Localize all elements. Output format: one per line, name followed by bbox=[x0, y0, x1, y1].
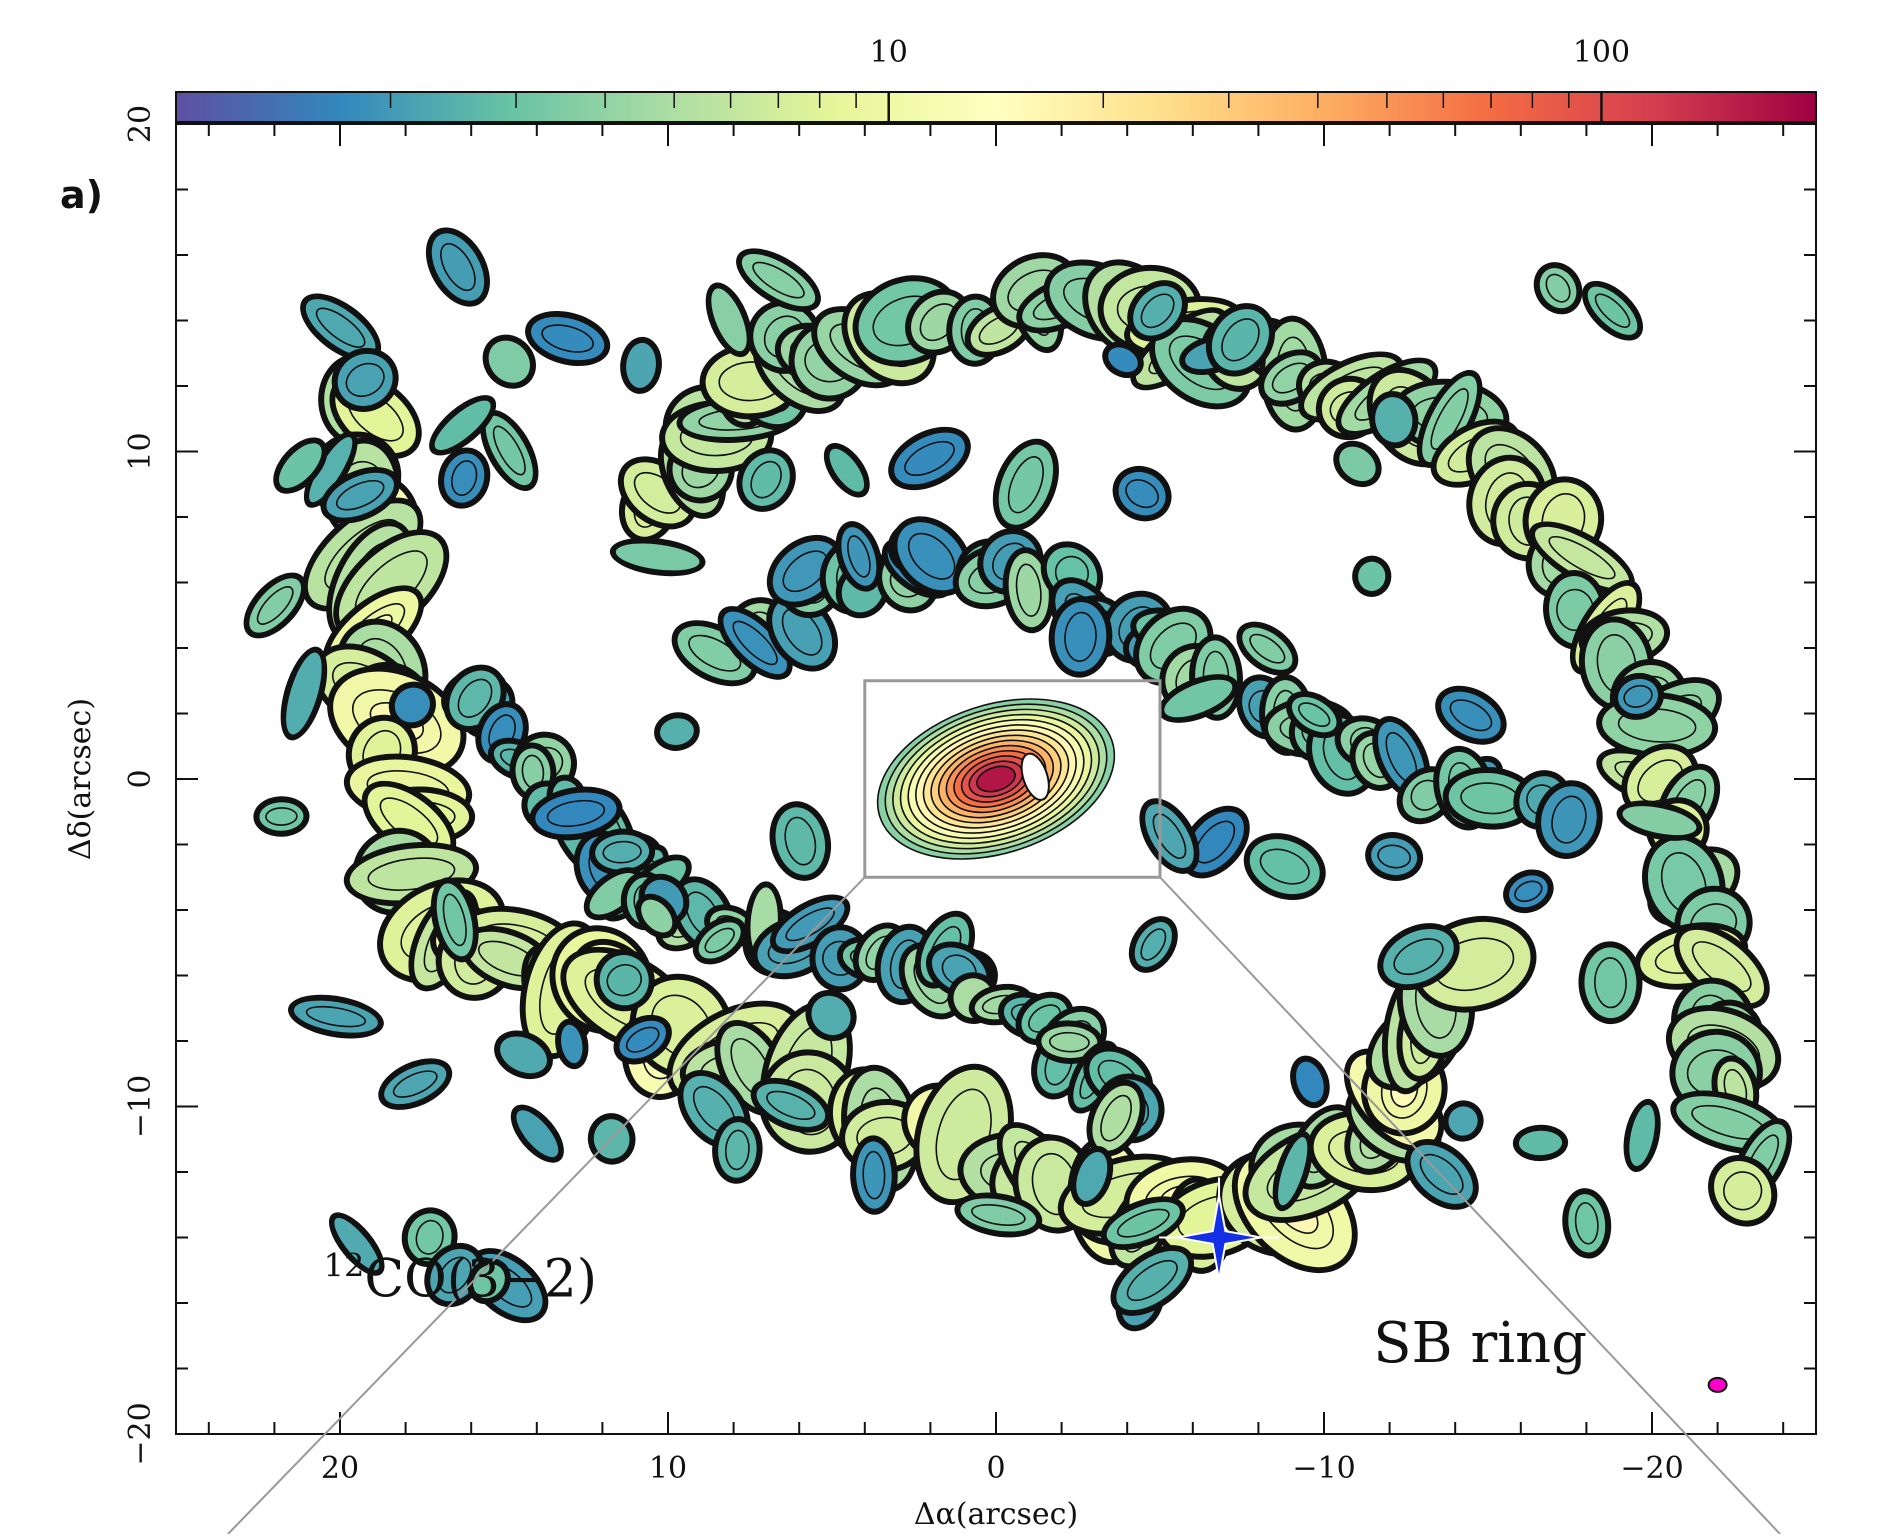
y-tick-label: 0 bbox=[123, 769, 158, 788]
emission-clump bbox=[878, 414, 982, 503]
x-tick-label: 0 bbox=[986, 1451, 1005, 1486]
emission-clump bbox=[762, 795, 839, 887]
emission-clump bbox=[608, 532, 708, 581]
x-tick-label: −20 bbox=[1620, 1451, 1683, 1486]
emission-clump bbox=[1559, 1186, 1615, 1261]
x-tick-label: 20 bbox=[321, 1451, 359, 1486]
emission-clump bbox=[980, 429, 1071, 541]
emission-clump bbox=[1362, 828, 1427, 885]
x-tick-label: −10 bbox=[1292, 1451, 1355, 1486]
colorbar-tick-label: 10 bbox=[870, 35, 908, 70]
emission-clump bbox=[1351, 555, 1392, 598]
emission-clump bbox=[1524, 253, 1592, 324]
y-tick-labels: −20 −10 0 10 20 bbox=[123, 105, 158, 1466]
line-label-transition: CO(3−2) bbox=[364, 1249, 597, 1309]
emission-clump bbox=[1496, 862, 1560, 921]
x-tick-label: 10 bbox=[649, 1451, 687, 1486]
region-label: SB ring bbox=[1373, 1311, 1587, 1376]
line-label: 12CO(3−2) bbox=[324, 1246, 597, 1309]
line-label-isotope: 12 bbox=[324, 1246, 365, 1284]
y-tick-label: −10 bbox=[123, 1075, 158, 1138]
nuclear-disk bbox=[857, 671, 1135, 888]
emission-clump bbox=[618, 335, 664, 396]
emission-clump bbox=[1284, 1050, 1337, 1113]
emission-clump bbox=[501, 1095, 574, 1171]
emission-clump bbox=[1618, 1096, 1667, 1176]
emission-clump bbox=[285, 988, 388, 1045]
emission-clump bbox=[651, 709, 702, 754]
y-axis-label: Δδ(arcsec) bbox=[63, 698, 98, 860]
emission-clump bbox=[1571, 270, 1653, 351]
emission-map bbox=[232, 216, 1805, 1339]
panel-label: a) bbox=[60, 173, 103, 217]
emission-clump bbox=[253, 796, 310, 838]
emission-clump bbox=[815, 435, 879, 506]
emission-clump bbox=[370, 1048, 460, 1120]
emission-clump bbox=[1102, 455, 1181, 532]
y-tick-label: 10 bbox=[123, 432, 158, 470]
emission-clump bbox=[1577, 941, 1643, 1025]
emission-clump bbox=[1512, 1124, 1568, 1162]
colorbar: 10 100 bbox=[176, 35, 1816, 122]
beam-ellipse bbox=[1709, 1378, 1727, 1392]
colorbar-tick-label: 100 bbox=[1573, 35, 1630, 70]
emission-clump bbox=[413, 216, 503, 318]
y-tick-label: −20 bbox=[123, 1402, 158, 1465]
x-axis-label: Δα(arcsec) bbox=[914, 1497, 1078, 1532]
x-tick-labels: 20 10 0 −10 −20 bbox=[321, 1451, 1684, 1486]
emission-clump bbox=[1425, 674, 1517, 757]
colorbar-gradient bbox=[176, 92, 1816, 122]
emission-clump bbox=[1119, 907, 1188, 982]
y-tick-label: 20 bbox=[123, 105, 158, 143]
